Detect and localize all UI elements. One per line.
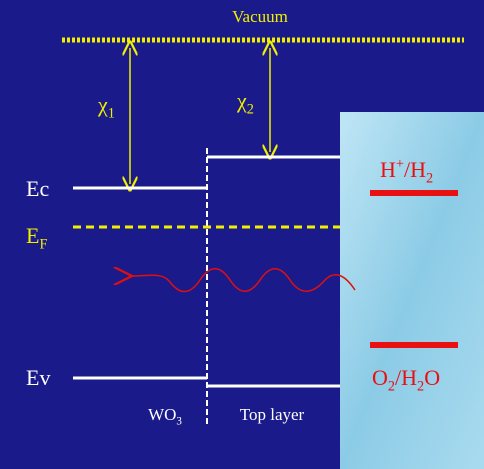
label-part: 2 [247,102,254,118]
label-part: χ [97,92,108,117]
label-part: /H [395,365,417,390]
label: Top layer [240,405,305,424]
label: Ec [26,176,49,201]
label-part: /H [404,157,426,182]
label-part: + [396,156,404,172]
label-part: H [380,157,396,182]
label-part: 2 [426,171,433,187]
label-part: F [39,237,47,253]
label-part: 1 [108,106,115,122]
label-part: E [26,223,39,248]
label: Ev [26,365,50,390]
label-part: Vacuum [232,7,288,26]
label-part: 2 [417,379,424,395]
label-part: 3 [176,415,182,427]
label-part: O [424,365,440,390]
label: H+/H2 [380,156,433,186]
band-diagram: Vacuumχ1χ2EcEFEvWO3Top layerH+/H2O2/H2O [0,0,484,469]
label-part: Ev [26,365,50,390]
label-part: χ [236,88,247,113]
label-part: 2 [388,379,395,395]
label-part: Top layer [240,405,305,424]
label-part: Ec [26,176,49,201]
label-part: WO [148,405,176,424]
label-part: O [372,365,388,390]
label: Vacuum [232,7,288,26]
